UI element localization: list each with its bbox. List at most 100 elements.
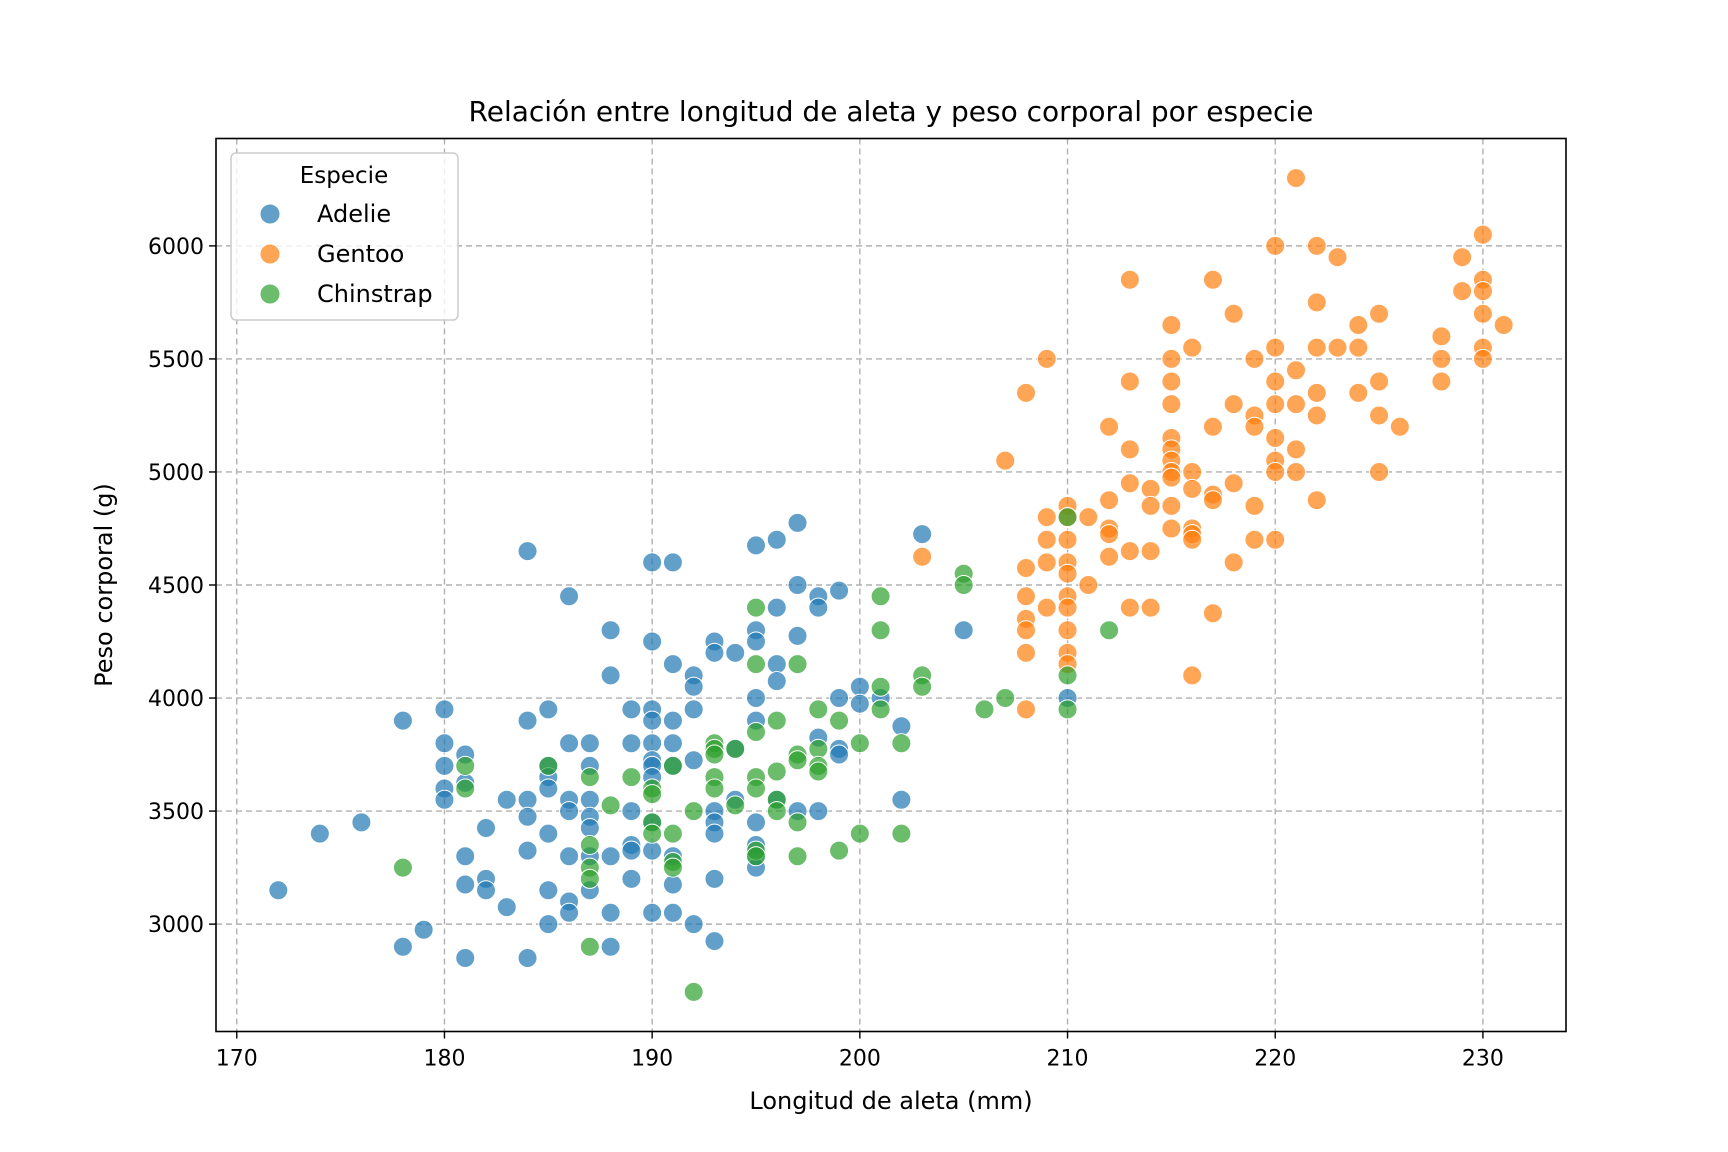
data-point-gentoo [1161, 518, 1182, 539]
data-point-chinstrap [870, 620, 891, 641]
legend-label-gentoo: Gentoo [317, 240, 404, 268]
data-point-adelie [476, 818, 496, 839]
data-point-adelie [476, 880, 496, 901]
data-point-adelie [766, 671, 787, 692]
data-point-adelie [496, 897, 517, 918]
data-point-gentoo [1265, 235, 1286, 256]
data-point-gentoo [1472, 348, 1493, 369]
data-point-chinstrap [787, 750, 808, 771]
data-point-gentoo [1306, 490, 1327, 511]
data-point-adelie [517, 806, 538, 827]
legend-label-adelie: Adelie [317, 200, 391, 228]
data-point-adelie [662, 552, 683, 573]
data-point-adelie [559, 586, 580, 607]
x-tick-label: 230 [1462, 1047, 1504, 1072]
data-point-chinstrap [455, 755, 476, 776]
data-point-adelie [621, 699, 642, 720]
data-point-chinstrap [538, 755, 559, 776]
legend-marker-adelie [259, 203, 281, 225]
data-point-adelie [642, 631, 663, 652]
data-point-chinstrap [579, 834, 600, 855]
data-point-adelie [849, 676, 870, 697]
data-point-gentoo [1452, 281, 1473, 302]
data-point-chinstrap [1057, 507, 1078, 528]
data-point-gentoo [1140, 495, 1161, 516]
data-point-gentoo [1119, 439, 1140, 460]
data-point-gentoo [1369, 461, 1390, 482]
data-point-adelie [621, 840, 642, 861]
legend-marker-chinstrap [259, 283, 281, 305]
data-point-gentoo [1369, 303, 1390, 324]
data-point-gentoo [1161, 371, 1182, 392]
x-axis-label: Longitud de aleta (mm) [749, 1087, 1032, 1115]
data-point-adelie [766, 597, 787, 618]
data-point-adelie [600, 620, 621, 641]
data-point-gentoo [1348, 315, 1369, 336]
data-point-adelie [309, 823, 330, 844]
data-point-chinstrap [953, 575, 974, 595]
data-point-adelie [538, 823, 559, 844]
data-point-chinstrap [891, 733, 912, 754]
legend-marker-gentoo [259, 243, 281, 265]
data-point-adelie [704, 823, 725, 844]
legend-title: Especie [300, 163, 388, 189]
data-point-gentoo [1223, 303, 1244, 324]
data-point-adelie [621, 733, 642, 754]
data-point-chinstrap [746, 778, 766, 799]
data-point-gentoo [1306, 337, 1327, 358]
data-point-adelie [455, 846, 476, 867]
chart-title: Relación entre longitud de aleta y peso … [469, 95, 1314, 128]
data-point-gentoo [1099, 546, 1120, 567]
data-point-gentoo [1161, 315, 1182, 336]
data-point-gentoo [1182, 529, 1203, 550]
data-point-gentoo [1016, 620, 1036, 641]
data-point-gentoo [1348, 337, 1369, 358]
data-point-adelie [392, 710, 413, 731]
data-point-adelie [787, 625, 808, 646]
data-point-gentoo [1348, 382, 1369, 403]
data-point-gentoo [1202, 416, 1223, 437]
data-point-chinstrap [725, 795, 746, 816]
data-point-gentoo [1306, 405, 1327, 426]
data-point-adelie [891, 789, 912, 810]
y-tick-label: 3000 [148, 913, 204, 938]
data-point-adelie [808, 801, 829, 822]
data-point-adelie [434, 699, 455, 720]
data-point-gentoo [1099, 524, 1120, 545]
data-point-gentoo [1119, 269, 1140, 290]
data-point-chinstrap [683, 801, 704, 822]
data-point-adelie [829, 744, 850, 765]
axis-ticks: 170 180 190 200 210 220 230 3000 3500 4000 4500 500… [148, 235, 1504, 1072]
data-point-chinstrap [891, 823, 912, 844]
data-point-chinstrap [766, 761, 787, 782]
data-point-gentoo [1057, 620, 1078, 641]
data-point-adelie [746, 812, 766, 833]
data-point-chinstrap [579, 936, 600, 957]
data-point-gentoo [1265, 428, 1286, 449]
data-point-adelie [766, 654, 787, 675]
data-point-adelie [953, 620, 974, 641]
data-point-gentoo [1036, 507, 1057, 528]
data-point-adelie [642, 733, 663, 754]
data-point-adelie [642, 710, 663, 731]
data-point-chinstrap [662, 755, 683, 776]
data-point-adelie [559, 801, 580, 822]
data-point-adelie [829, 580, 850, 601]
data-point-adelie [849, 693, 870, 714]
data-point-adelie [496, 789, 517, 810]
data-point-adelie [434, 755, 455, 776]
data-point-gentoo [1431, 326, 1452, 347]
data-point-chinstrap [746, 846, 766, 867]
x-tick-label: 190 [631, 1047, 673, 1072]
data-point-adelie [912, 524, 933, 545]
data-point-gentoo [1099, 490, 1120, 511]
data-point-adelie [662, 733, 683, 754]
data-point-chinstrap [704, 778, 725, 799]
data-point-chinstrap [912, 676, 933, 697]
y-tick-label: 5500 [148, 348, 204, 373]
data-point-adelie [725, 642, 746, 663]
data-point-chinstrap [746, 721, 766, 742]
data-point-chinstrap [1057, 699, 1078, 720]
data-point-chinstrap [600, 795, 621, 816]
data-point-gentoo [1265, 394, 1286, 415]
